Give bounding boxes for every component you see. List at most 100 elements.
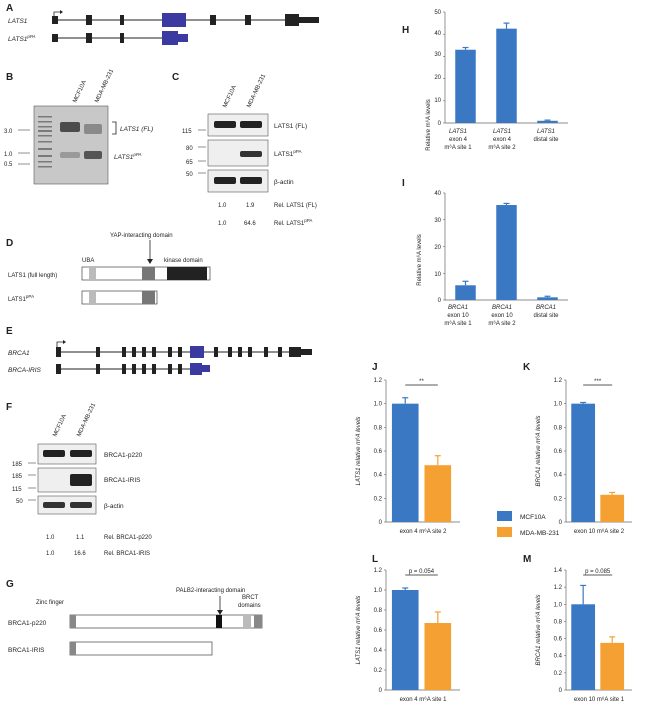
j-tick-label: 0.4	[374, 473, 383, 479]
gel-fl-label: LATS1 (FL)	[120, 126, 153, 133]
i-bar	[496, 205, 517, 300]
blot-label: LATS1 (FL)	[274, 123, 307, 130]
i-xlabel-site: m⁶A site 2	[488, 320, 516, 327]
h-xlabel-site: m⁶A site 1	[444, 144, 472, 151]
quant-value: 1.0	[218, 203, 227, 209]
h-xlabel-site: m⁶A site 2	[488, 144, 516, 151]
m-tick-label: 0.4	[554, 654, 563, 660]
h-xlabel-exon: exon 4	[449, 137, 468, 143]
mw-marker: 50	[16, 499, 23, 505]
ladder-marker: 1.0	[4, 152, 13, 158]
i-xlabel-gene: BRCA1	[536, 305, 556, 311]
mw-marker: 80	[186, 146, 193, 152]
panel-i: I Relative m⁶A levels 0 10 20 30 40 BRCA…	[402, 178, 568, 327]
brca1-iris-domain-bar	[69, 641, 213, 656]
l-tick-label: 1.2	[374, 568, 383, 574]
blot-label: β-actin	[274, 179, 294, 186]
kinase-label: kinase domain	[164, 258, 203, 264]
quant-value: 1.0	[218, 221, 227, 227]
h-tick: 20	[434, 75, 441, 81]
k-ylabel: BRCA1 relative m⁶A levels	[535, 416, 542, 487]
quant-value: 1.0	[46, 535, 55, 541]
legend-label-mcf10a: MCF10A	[520, 514, 546, 521]
i-xlabel-gene: BRCA1	[492, 305, 512, 311]
blot-beta-actin	[207, 169, 269, 193]
quant-value: 16.6	[74, 551, 86, 557]
brca1-p220-domain-bar	[69, 614, 263, 629]
m-bar-mda	[600, 642, 625, 690]
yap-domain-label: YAP-interacting domain	[110, 233, 173, 239]
m-tick-label: 0.8	[554, 619, 563, 625]
lane-label: MDA-MB-231	[94, 68, 115, 104]
m-bar-mcf10a	[571, 604, 596, 690]
panel-a: A LATS1 LATS1pPA	[6, 3, 319, 45]
lats1-gene-label: LATS1	[8, 18, 28, 25]
brca1-gene-label: BRCA1	[8, 350, 30, 357]
panel-h: H Relative m⁶A levels 0 10 20 30 40 50 L…	[402, 10, 568, 151]
panel-i-letter: I	[402, 178, 405, 189]
h-tick: 50	[434, 10, 441, 16]
l-xlabel: exon 4 m⁶A site 1	[400, 696, 447, 703]
h-xlabel-exon: exon 4	[493, 137, 512, 143]
gel-band-ppa-lane1	[60, 152, 80, 158]
tss-arrowhead-icon	[60, 10, 63, 14]
panel-g: G PALB2-interacting domain BRCT domains …	[6, 579, 263, 656]
legend-swatch-mcf10a	[497, 511, 512, 521]
blot-brca1-p220	[37, 443, 97, 465]
uba-label: UBA	[82, 258, 94, 264]
h-tick: 0	[438, 121, 442, 127]
k-bar-mda	[600, 494, 625, 522]
lats1-exon4-highlight	[162, 13, 186, 27]
blot-label: β-actin	[104, 503, 124, 510]
k-tick-label: 0.4	[554, 473, 563, 479]
gel-ppa-label: LATS1pPA	[114, 152, 142, 161]
mw-marker: 115	[12, 487, 22, 493]
h-xlabels: LATS1 exon 4 m⁶A site 1 LATS1 exon 4 m⁶A…	[444, 129, 559, 151]
l-bar-mcf10a	[391, 590, 419, 690]
m-tick-label: 1.4	[554, 568, 563, 574]
i-ylabel: Relative m⁶A levels	[416, 234, 423, 286]
l-tick-label: 0.6	[374, 628, 383, 634]
lane-label: MDA-MB-231	[76, 402, 97, 438]
m-tick-label: 0.2	[554, 671, 563, 677]
ladder-marker: 0.5	[4, 162, 13, 168]
legend: MCF10A MDA-MB-231	[497, 511, 560, 537]
k-tick-label: 0	[559, 520, 563, 526]
gel-band-ppa-lane2	[84, 151, 102, 159]
lane-label: MCF10A	[72, 80, 87, 104]
i-tick: 20	[434, 245, 441, 251]
h-xlabel-gene: LATS1	[537, 129, 555, 135]
panel-j: J 0 0.2 0.4 0.6 0.8 1.0 1.2 LATS1 relative m⁶A l…	[355, 362, 460, 535]
h-bar	[537, 120, 558, 123]
i-bar	[537, 297, 558, 300]
m-ylabel: BRCA1 relative m⁶A levels	[535, 595, 542, 666]
panel-e-letter: E	[6, 326, 13, 337]
j-ylabel: LATS1 relative m⁶A levels	[355, 417, 362, 486]
lats1-fl-row-label: LATS1 (full length)	[8, 273, 57, 279]
blot-label: BRCA1-IRIS	[104, 477, 141, 484]
h-y-ticks: 0 10 20 30 40 50	[434, 10, 441, 127]
quant-label: Rel. BRCA1-IRIS	[104, 551, 150, 557]
panel-d: D YAP-interacting domain UBA kinase doma…	[6, 233, 211, 305]
j-xlabel: exon 4 m⁶A site 2	[400, 528, 447, 535]
palb2-arrow-icon	[217, 610, 223, 615]
mw-marker: 185	[12, 462, 23, 468]
k-tick-label: 1.0	[554, 402, 563, 408]
l-tick-label: 0.2	[374, 668, 383, 674]
lane-label: MCF10A	[52, 414, 67, 438]
l-tick-label: 1.0	[374, 588, 383, 594]
k-tick-label: 0.6	[554, 449, 563, 455]
gel-image	[33, 105, 109, 185]
m-tick-label: 1.2	[554, 585, 563, 591]
quant-label: Rel. BRCA1-p220	[104, 535, 152, 541]
k-bar-mcf10a	[571, 403, 596, 522]
j-tick-label: 1.2	[374, 378, 383, 384]
j-tick-label: 0	[379, 520, 383, 526]
i-xlabel-site: m⁶A site 1	[444, 320, 472, 327]
lats1-ppa-row-label: LATS1pPA	[8, 294, 34, 303]
l-bar-mda	[424, 623, 452, 690]
k-tick-label: 1.2	[554, 378, 563, 384]
panel-l-letter: L	[372, 554, 378, 565]
lats1-ppa-exon4-highlight	[162, 31, 178, 45]
